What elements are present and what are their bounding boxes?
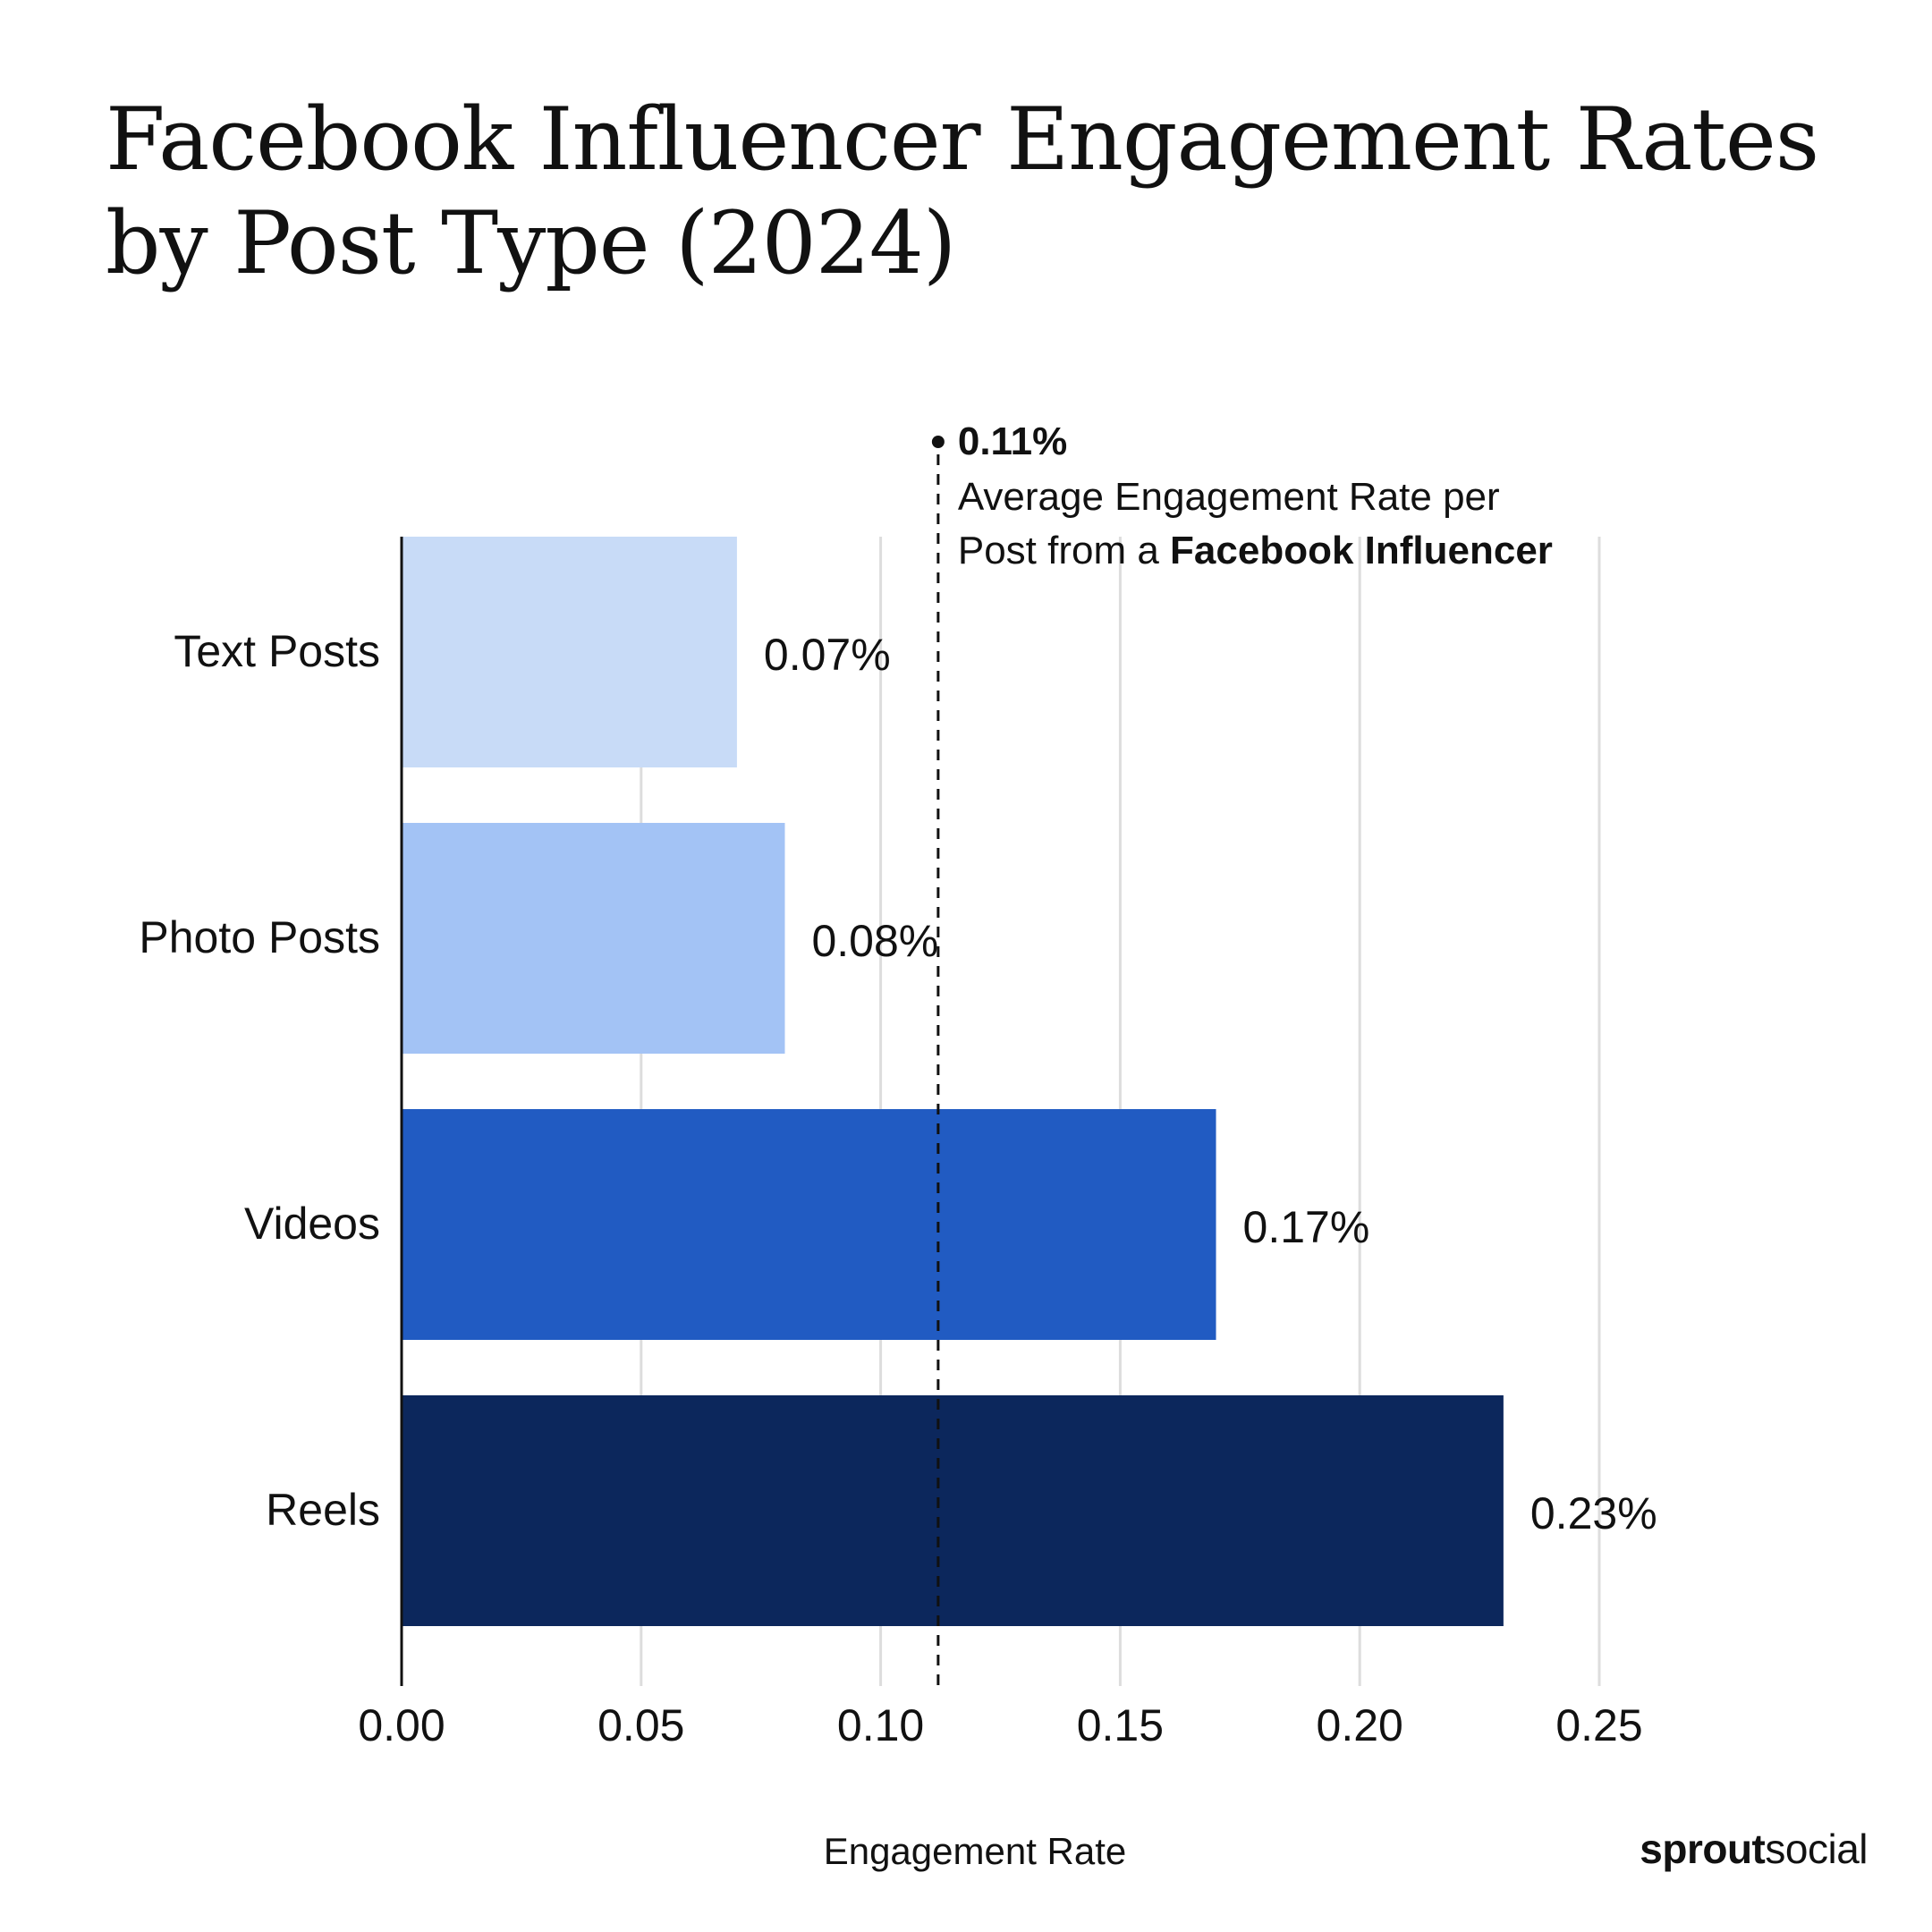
brand-part-2: social	[1765, 1826, 1868, 1872]
x-tick-label: 0.10	[837, 1700, 924, 1750]
x-tick-label: 0.05	[597, 1700, 684, 1750]
reference-dot	[931, 436, 945, 448]
bar	[402, 537, 737, 767]
x-tick-label: 0.15	[1077, 1700, 1164, 1750]
reference-label-line-2: Post from a Facebook Influencer	[958, 529, 1553, 572]
value-label: 0.07%	[764, 630, 891, 680]
x-tick-label: 0.25	[1555, 1700, 1642, 1750]
reference-value-label: 0.11%	[958, 419, 1067, 463]
reference-label-line-1: Average Engagement Rate per	[958, 475, 1500, 519]
brand-part-1: sprout	[1640, 1826, 1766, 1872]
value-label: 0.17%	[1243, 1202, 1370, 1252]
bar	[402, 823, 785, 1054]
category-label: Photo Posts	[139, 912, 380, 962]
value-label: 0.08%	[811, 916, 938, 966]
x-axis-title: Engagement Rate	[824, 1830, 1127, 1872]
category-label: Videos	[244, 1199, 380, 1249]
category-label: Reels	[266, 1485, 380, 1535]
category-label: Text Posts	[174, 626, 380, 676]
value-label: 0.23%	[1530, 1488, 1657, 1538]
bar	[402, 1395, 1504, 1626]
bar	[402, 1109, 1216, 1340]
chart-title: Facebook Influencer Engagement Rates by …	[106, 89, 1819, 293]
reference-label-bold: Facebook Influencer	[1170, 529, 1553, 572]
x-tick-label: 0.20	[1317, 1700, 1403, 1750]
reference-label-plain: Post from a	[958, 529, 1170, 572]
x-tick-label: 0.00	[358, 1700, 445, 1750]
sproutsocial-logo: sproutsocial	[1640, 1825, 1868, 1873]
